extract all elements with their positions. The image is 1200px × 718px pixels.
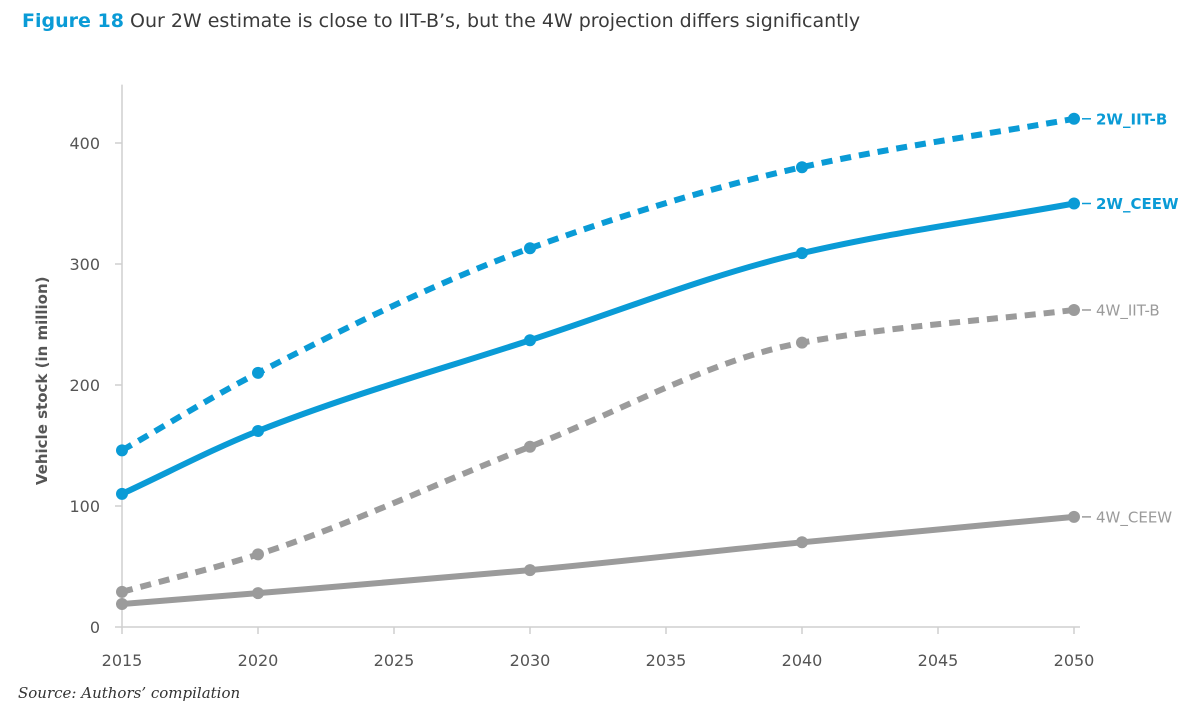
- y-tick-label: 0: [90, 618, 100, 637]
- x-tick-label: 2030: [510, 651, 551, 670]
- series-line-4w-iit-b: [121, 307, 1075, 595]
- data-point-2w-iit-b-2015: [116, 444, 128, 457]
- series-label-2w-ceew: 2W_CEEW: [1096, 195, 1179, 213]
- x-tick-label: 2020: [238, 651, 279, 670]
- data-point-2w-ceew-2015: [116, 487, 128, 500]
- series-label-4w-ceew: 4W_CEEW: [1096, 508, 1172, 527]
- data-point-4w-ceew-2040: [796, 536, 808, 549]
- x-tick-label: 2025: [374, 651, 415, 670]
- data-point-2w-ceew-2040: [796, 247, 808, 260]
- data-point-4w-iit-b-2040: [796, 336, 808, 349]
- data-point-4w-iit-b-2050: [1068, 303, 1080, 316]
- data-point-4w-ceew-2020: [252, 587, 264, 600]
- x-tick-label: 2050: [1054, 651, 1095, 670]
- series-label-2w-iit-b: 2W_IIT-B: [1096, 110, 1167, 128]
- data-point-2w-ceew-2050: [1068, 197, 1080, 210]
- series-line-2w-iit-b: [120, 115, 1075, 453]
- series-line-4w-ceew: [119, 513, 1077, 608]
- data-point-4w-iit-b-2030: [524, 440, 536, 453]
- chart-axes: 0 100 200 300 400 2015 2020 2025 2030 2035 2040 204…: [33, 84, 1095, 670]
- data-point-4w-iit-b-2015: [116, 585, 128, 598]
- figure-label: Figure 18: [22, 10, 124, 32]
- y-tick-label: 100: [69, 497, 100, 516]
- series-line-2w-ceew: [119, 200, 1077, 497]
- series-2w-ceew: [116, 197, 1080, 500]
- chart-series: [116, 112, 1080, 611]
- series-label-4w-iit-b: 4W_IIT-B: [1096, 301, 1160, 320]
- data-point-2w-ceew-2030: [524, 334, 536, 347]
- x-tick-label: 2015: [102, 651, 143, 670]
- figure-title: Figure 18 Our 2W estimate is close to II…: [22, 8, 860, 34]
- y-tick-label: 400: [69, 134, 100, 153]
- series-2w-iit-b: [116, 112, 1080, 457]
- y-axis-title: Vehicle stock (in million): [33, 276, 51, 485]
- data-point-2w-iit-b-2020: [252, 366, 264, 379]
- data-point-2w-iit-b-2040: [796, 161, 808, 174]
- y-tick-label: 200: [69, 376, 100, 395]
- figure-title-text: Our 2W estimate is close to IIT-B’s, but…: [129, 10, 861, 32]
- data-point-2w-iit-b-2030: [524, 242, 536, 255]
- data-point-4w-ceew-2030: [524, 564, 536, 577]
- data-point-2w-ceew-2020: [252, 424, 264, 437]
- figure-source: Source: Authors’ compilation: [18, 684, 241, 702]
- y-tick-label: 300: [69, 255, 100, 274]
- x-tick-label: 2040: [782, 651, 823, 670]
- series-4w-iit-b: [116, 303, 1080, 598]
- x-tick-label: 2045: [918, 651, 959, 670]
- data-point-2w-iit-b-2050: [1068, 112, 1080, 125]
- data-point-4w-ceew-2050: [1068, 510, 1080, 523]
- data-point-4w-iit-b-2020: [252, 548, 264, 561]
- chart-series-labels: 2W_IIT-B 2W_CEEW 4W_IIT-B 4W_CEEW: [1082, 110, 1179, 527]
- data-point-4w-ceew-2015: [116, 598, 128, 611]
- x-tick-label: 2035: [646, 651, 687, 670]
- series-4w-ceew: [116, 510, 1080, 611]
